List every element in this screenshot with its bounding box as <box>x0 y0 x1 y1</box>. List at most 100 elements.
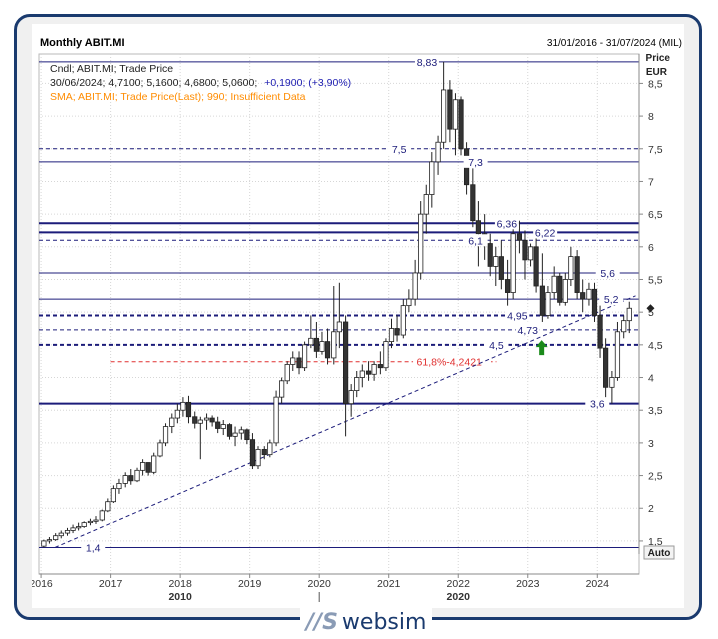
candle-body <box>348 390 354 405</box>
candle-body <box>180 401 186 411</box>
decade-label: 2020 <box>447 591 471 603</box>
websim-logo-mark: //S <box>306 609 338 635</box>
x-tick-label: 2023 <box>516 578 540 590</box>
candle-body <box>226 424 233 437</box>
candle-body <box>244 429 250 441</box>
candle-body <box>447 89 453 130</box>
candle-body <box>377 364 383 369</box>
markers <box>535 304 655 356</box>
candle-body <box>232 432 238 437</box>
candle-body <box>510 233 516 293</box>
candle-body <box>371 364 377 375</box>
candle-body <box>203 417 210 421</box>
auto-scale-button[interactable] <box>643 545 675 560</box>
y-axis: 1,5 2 2,5 3 3,5 4 4,5 5 5,5 6 6,5 7 7,5 8 8,5 <box>638 54 663 554</box>
x-tick-label: 2019 <box>238 578 262 590</box>
info-line-1: Cndl; ABIT.MI; Trade Price <box>50 63 173 75</box>
x-axis: 2016 2017 2018 2019 2020 2021 2022 2023 2024 2010… <box>32 573 639 603</box>
y-tick-label: 3 <box>648 438 654 450</box>
candle-body <box>192 416 198 424</box>
y-tick-label: 2 <box>648 503 654 515</box>
candle-body <box>174 409 180 419</box>
candle-body <box>603 347 609 388</box>
candle-body <box>162 426 169 444</box>
candle-body <box>423 194 429 215</box>
level-label: 3,6 <box>590 399 605 411</box>
candle-body <box>470 184 476 222</box>
candle-body <box>527 246 534 261</box>
candle-body <box>533 246 539 287</box>
chart-card: Monthly ABIT.MI 31/01/2016 - 31/07/2024 … <box>32 24 684 608</box>
candle-body <box>273 396 279 444</box>
candle-body <box>296 357 302 369</box>
candle-body <box>365 370 372 375</box>
y-tick-label: 5 <box>648 307 654 319</box>
candle-body <box>46 539 53 542</box>
level-label-bg <box>387 142 412 155</box>
candle-body <box>261 449 267 456</box>
candle-body <box>64 530 71 534</box>
candle-body <box>522 239 528 261</box>
candle-body <box>493 256 499 267</box>
candle-body <box>139 462 146 471</box>
info-line-2-prefix: 30/06/2024; 4,7100; 5,1600; 4,6800; 5,06… <box>50 77 257 89</box>
level-label-bg <box>595 266 620 279</box>
fib-label-bg <box>413 355 492 368</box>
chart-title: Monthly ABIT.MI <box>40 37 125 49</box>
date-range: 31/01/2016 - 31/07/2024 (MIL) <box>547 38 682 49</box>
candle-body <box>313 337 320 352</box>
candle-body <box>308 337 314 346</box>
candle-body <box>169 417 175 427</box>
y-tick-label: 4 <box>648 373 654 385</box>
candle-body <box>557 275 563 303</box>
level-label-bg <box>414 55 439 68</box>
y-tick-label: 4,5 <box>648 340 663 352</box>
level-label: 7,3 <box>468 157 483 169</box>
y-tick-label: 1,5 <box>648 536 663 548</box>
candle-body <box>279 380 285 398</box>
candle-body <box>53 535 59 541</box>
candle-body <box>545 292 551 316</box>
candle-body <box>400 305 406 336</box>
level-label-bg <box>484 338 509 351</box>
candle-body <box>157 442 163 457</box>
candle-body <box>354 377 360 392</box>
candle-body <box>70 527 76 531</box>
candle-body <box>324 341 331 359</box>
candle-body <box>134 469 140 482</box>
level-label-bg <box>494 217 519 230</box>
candle-body <box>383 341 389 369</box>
candle-body <box>504 279 511 293</box>
level-label: 6,22 <box>535 227 556 239</box>
y-tick-label: 7 <box>648 176 654 188</box>
level-label: 1,4 <box>86 542 101 554</box>
level-label-bg <box>505 309 530 322</box>
candle-body <box>597 315 603 349</box>
x-tick-label: 2021 <box>377 578 401 590</box>
decade-label: 2010 <box>168 591 192 603</box>
candle-body <box>301 344 308 369</box>
candle-body <box>516 233 523 241</box>
level-label: 8,83 <box>417 57 438 69</box>
level-label-bg <box>515 323 540 336</box>
candle-body <box>116 483 122 490</box>
level-label: 4,5 <box>489 340 504 352</box>
level-label: 7,5 <box>392 144 407 156</box>
candle-body <box>574 256 580 293</box>
candle-body <box>105 501 111 512</box>
y-tick-label: 6 <box>648 242 654 254</box>
y-tick-label: 5,5 <box>648 274 663 286</box>
candle-body <box>539 285 545 316</box>
level-label: 5,6 <box>600 268 615 280</box>
candle-body <box>255 449 261 467</box>
y-tick-label: 6,5 <box>648 209 663 221</box>
candle-body <box>249 439 256 467</box>
candle-body <box>151 455 157 473</box>
candle-body <box>487 243 493 267</box>
websim-logo-text: websim <box>341 609 427 635</box>
candle-body <box>591 288 598 316</box>
candle-body <box>145 462 151 473</box>
candle-body <box>58 532 64 537</box>
x-tick-label: 2018 <box>168 578 192 590</box>
candle-body <box>185 401 192 418</box>
